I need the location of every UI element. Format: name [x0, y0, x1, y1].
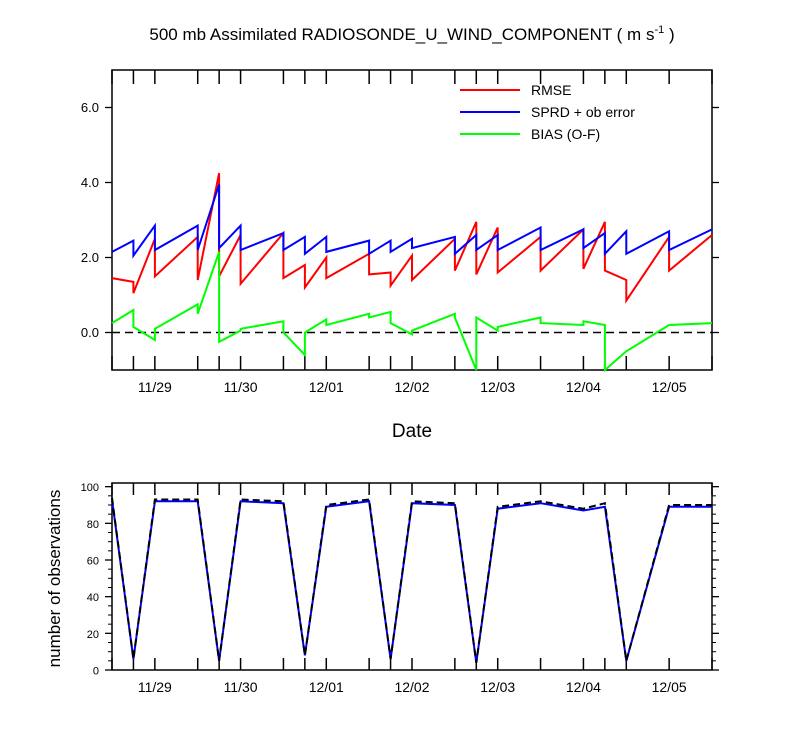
x-tick-label: 12/04: [566, 679, 601, 695]
title-text: 500 mb Assimilated RADIOSONDE_U_WIND_COM…: [149, 25, 654, 44]
x-axis-ticks: 11/29 11/30 12/01 12/02 12/03 12/04 12/05: [111, 483, 713, 695]
x-axis-ticks: 11/29 11/30 12/01 12/02 12/03 12/04 12/05: [111, 70, 713, 395]
x-tick-label: 12/05: [652, 679, 687, 695]
y-tick-label: 60: [87, 556, 99, 568]
legend: RMSE SPRD + ob error BIAS (O-F): [460, 82, 635, 142]
y-tick-label: 40: [87, 592, 99, 604]
y-axis-label: number of observations: [45, 490, 64, 668]
y-tick-label: 6.0: [81, 100, 99, 115]
x-tick-label: 12/03: [480, 379, 515, 395]
series-line-rmse: [111, 172, 713, 304]
series-line-sprd-ob-error: [111, 184, 713, 259]
plot-frame: [111, 482, 713, 671]
y-tick-label: 4.0: [81, 175, 99, 190]
legend-label-rmse: RMSE: [531, 82, 571, 98]
x-tick-label: 12/04: [566, 379, 601, 395]
chart-title: 500 mb Assimilated RADIOSONDE_U_WIND_COM…: [149, 24, 674, 44]
legend-label-sprd-ob-error: SPRD + ob error: [531, 104, 635, 120]
x-tick-label: 12/03: [480, 679, 515, 695]
y-tick-label: 0.0: [81, 325, 99, 340]
y-tick-label: 20: [87, 629, 99, 641]
series-group: [111, 172, 713, 373]
x-tick-label: 11/29: [138, 679, 172, 695]
x-tick-label: 11/30: [224, 679, 258, 695]
legend-label-bias-o-f: BIAS (O-F): [531, 126, 600, 142]
y-tick-label: 80: [87, 519, 99, 531]
x-tick-label: 12/02: [394, 379, 429, 395]
x-tick-label: 12/02: [394, 679, 429, 695]
y-tick-label: 2.0: [81, 250, 99, 265]
bottom-chart: 0 20 40 60 80 100 11/29 11/30 12/01 12/02 12/03 12…: [45, 482, 719, 695]
title-superscript: -1: [654, 24, 664, 36]
series-line-observations-total: [111, 497, 712, 663]
y-axis-ticks: 0.0 2.0 4.0 6.0: [81, 100, 719, 340]
x-tick-label: 12/01: [309, 679, 344, 695]
x-axis-label: Date: [392, 421, 432, 442]
series-line-observations-assimilated: [111, 499, 712, 663]
x-tick-label: 11/29: [138, 379, 172, 395]
series-group: [111, 497, 712, 663]
x-tick-label: 11/30: [224, 379, 258, 395]
x-tick-label: 12/05: [652, 379, 687, 395]
y-axis-ticks: 0 20 40 60 80 100: [81, 482, 719, 678]
x-tick-label: 12/01: [309, 379, 344, 395]
y-tick-label: 0: [93, 666, 99, 678]
y-tick-label: 100: [81, 482, 99, 494]
title-suffix: ): [664, 25, 674, 44]
series-line-bias-o-f: [111, 251, 713, 373]
top-chart: 500 mb Assimilated RADIOSONDE_U_WIND_COM…: [81, 24, 719, 442]
